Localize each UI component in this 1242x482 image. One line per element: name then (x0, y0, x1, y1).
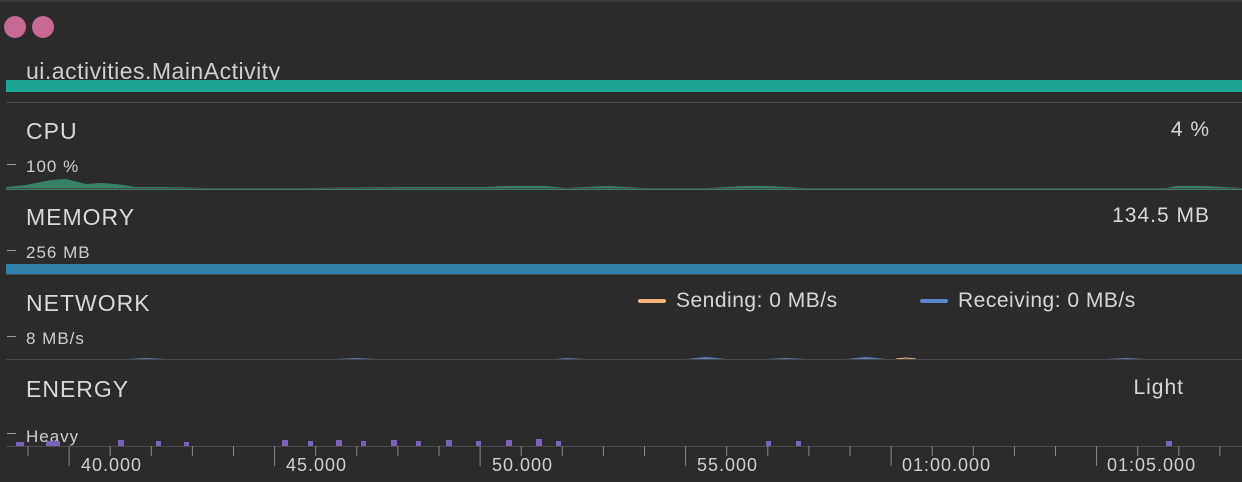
sending-label: Sending: 0 MB/s (676, 289, 838, 313)
event-dot-icon[interactable] (32, 16, 54, 38)
axis-label: 01:05.000 (1107, 455, 1196, 476)
event-markers (4, 16, 54, 38)
receiving-label: Receiving: 0 MB/s (958, 289, 1136, 313)
divider (6, 274, 1242, 275)
divider (6, 102, 1242, 103)
network-scale-label: 8 MB/s (26, 329, 85, 349)
energy-title: ENERGY (26, 376, 129, 403)
cpu-usage-graph (6, 170, 1242, 190)
receiving-swatch-icon (920, 299, 948, 303)
sending-swatch-icon (638, 299, 666, 303)
cpu-title: CPU (26, 118, 78, 145)
sending-legend: Sending: 0 MB/s (638, 289, 838, 313)
network-scale-tick (7, 336, 16, 337)
axis-label: 40.000 (81, 455, 142, 476)
cpu-value: 4 % (1171, 118, 1210, 142)
memory-scale-tick (7, 250, 16, 251)
top-border (0, 0, 1242, 2)
axis-label: 55.000 (697, 455, 758, 476)
energy-value: Light (1133, 376, 1184, 400)
receiving-legend: Receiving: 0 MB/s (920, 289, 1136, 313)
axis-ticks (0, 446, 1242, 482)
axis-label: 50.000 (492, 455, 553, 476)
divider (6, 188, 1242, 189)
memory-value: 134.5 MB (1112, 204, 1210, 228)
axis-label: 01:00.000 (902, 455, 991, 476)
activity-bar[interactable] (6, 80, 1242, 92)
memory-scale-label: 256 MB (26, 243, 91, 263)
network-title: NETWORK (26, 290, 151, 317)
cpu-scale-tick (7, 164, 16, 165)
divider (6, 359, 1242, 360)
memory-title: MEMORY (26, 204, 135, 231)
energy-usage-graph (6, 436, 1242, 446)
event-dot-icon[interactable] (4, 16, 26, 38)
energy-scale-tick (7, 433, 16, 434)
axis-label: 45.000 (286, 455, 347, 476)
